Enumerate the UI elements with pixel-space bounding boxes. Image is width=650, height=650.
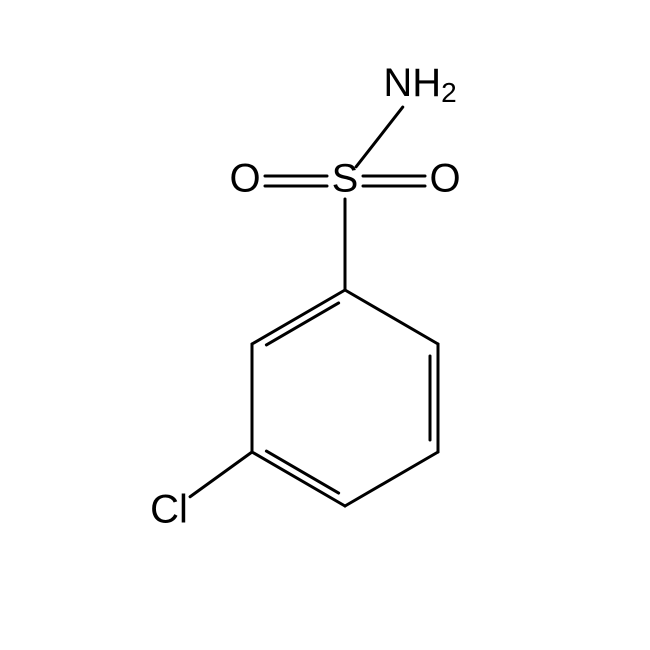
atom-label-nh2: NH2 bbox=[383, 61, 456, 109]
atom-label-o2: O bbox=[429, 157, 460, 201]
molecule-diagram: S O O NH2 Cl bbox=[0, 0, 650, 650]
atom-label-s: S bbox=[332, 157, 359, 201]
atom-label-cl: Cl bbox=[150, 488, 188, 532]
atom-label-o1: O bbox=[229, 157, 260, 201]
bonds-group bbox=[190, 107, 438, 506]
atom-labels-group: S O O NH2 Cl bbox=[150, 61, 460, 532]
